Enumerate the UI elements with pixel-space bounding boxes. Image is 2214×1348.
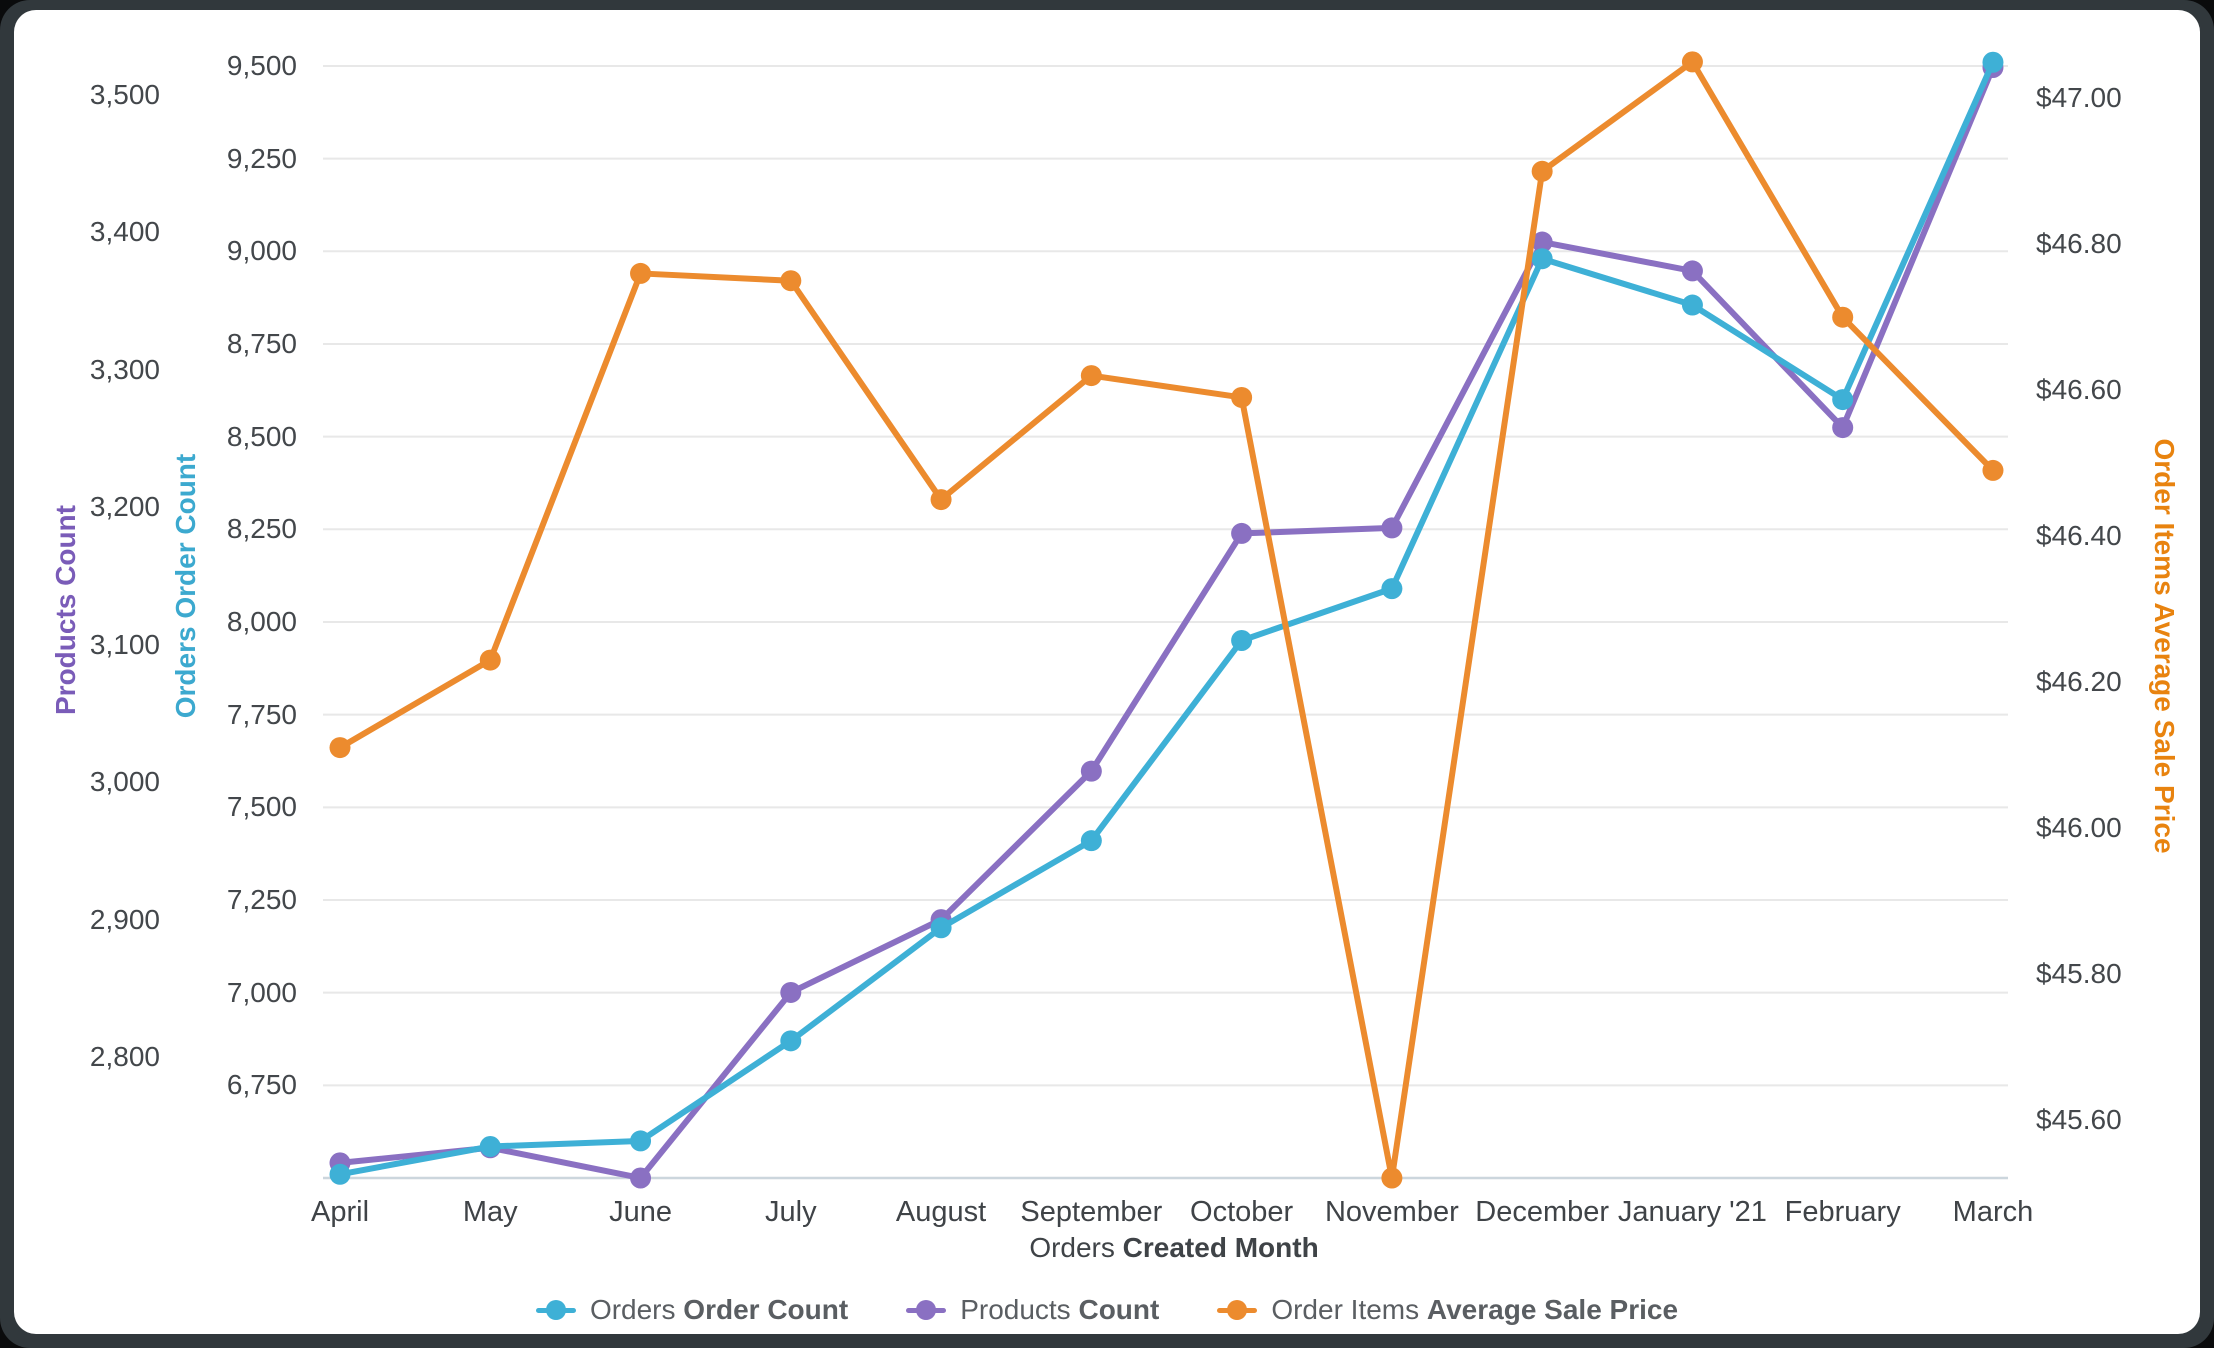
- orders-data-point-February[interactable]: [1832, 389, 1854, 411]
- line-chart-plot: [323, 51, 2008, 1189]
- price-data-point-September[interactable]: [1080, 365, 1102, 387]
- month-label-October: October: [1190, 1196, 1294, 1228]
- legend-label: Order Items Average Sale Price: [1271, 1294, 1679, 1325]
- products-tick-label: 3,500: [89, 78, 160, 110]
- x-axis-title-view: Orders: [1029, 1232, 1115, 1263]
- price-series-line: [337, 58, 1996, 1181]
- month-label-December: December: [1475, 1196, 1610, 1228]
- month-label-January '21: January '21: [1617, 1196, 1767, 1228]
- price-data-point-June[interactable]: [630, 262, 652, 284]
- month-label-April: April: [310, 1196, 370, 1228]
- orders-data-point-March[interactable]: [1982, 51, 2004, 73]
- price-data-point-April[interactable]: [329, 737, 351, 759]
- price-tick-label: $46.00: [2036, 811, 2122, 843]
- price-tick-label: $47.00: [2036, 82, 2122, 114]
- orders-data-point-October[interactable]: [1231, 630, 1253, 652]
- products-tick-label: 3,400: [89, 216, 160, 248]
- price-tick-label: $46.40: [2036, 520, 2122, 552]
- orders-legend-marker-icon: [535, 1300, 576, 1320]
- price-tick-label: $46.80: [2036, 228, 2122, 260]
- products-data-point-October[interactable]: [1231, 522, 1253, 544]
- orders-series-line: [337, 59, 1996, 1178]
- orders-data-point-July[interactable]: [780, 1030, 802, 1052]
- products-data-point-July[interactable]: [780, 981, 802, 1003]
- price-data-point-January '21[interactable]: [1681, 51, 1703, 73]
- legend-item-products[interactable]: Products Count: [906, 1294, 1159, 1326]
- products-series-line: [337, 64, 1996, 1181]
- orders-data-point-November[interactable]: [1381, 578, 1403, 600]
- orders-tick-label: 9,500: [226, 49, 297, 81]
- legend-item-price[interactable]: Order Items Average Sale Price: [1217, 1294, 1678, 1326]
- orders-tick-label: 9,000: [226, 235, 297, 267]
- price-legend-marker-icon: [1217, 1300, 1258, 1320]
- month-label-November: November: [1324, 1196, 1459, 1228]
- chart-legend: Orders Order Count Products Count Order It…: [14, 1294, 2200, 1326]
- products-tick-label: 3,200: [89, 491, 160, 523]
- x-axis-title-field: Created Month: [1122, 1232, 1319, 1263]
- orders-tick-label: 7,000: [226, 976, 297, 1008]
- products-data-point-June[interactable]: [630, 1167, 652, 1189]
- price-tick-label: $45.80: [2036, 957, 2122, 989]
- orders-tick-label: 7,500: [226, 791, 297, 823]
- products-tick-label: 3,300: [89, 353, 160, 385]
- chart-card: 2,800 2,900 3,000 3,100 3,200 3,300 3,400 3,500…: [14, 10, 2200, 1334]
- products-data-point-December[interactable]: [1531, 231, 1553, 253]
- month-label-May: May: [462, 1196, 518, 1228]
- products-tick-label: 2,900: [89, 903, 160, 935]
- price-data-point-May[interactable]: [479, 649, 501, 671]
- price-data-point-February[interactable]: [1832, 306, 1854, 328]
- price-tick-label: $46.20: [2036, 665, 2122, 697]
- orders-tick-label: 7,250: [226, 883, 297, 915]
- orders-tick-label: 9,250: [226, 142, 297, 174]
- orders-data-point-April[interactable]: [329, 1163, 351, 1185]
- price-tick-label: $46.60: [2036, 374, 2122, 406]
- legend-label: Products Count: [960, 1294, 1160, 1325]
- month-label-June: June: [609, 1196, 672, 1228]
- products-tick-label: 2,800: [89, 1041, 160, 1073]
- orders-data-point-June[interactable]: [630, 1130, 652, 1152]
- orders-tick-label: 8,250: [226, 513, 297, 545]
- orders-data-point-December[interactable]: [1531, 248, 1553, 270]
- chart-stage: 2,800 2,900 3,000 3,100 3,200 3,300 3,400 3,500…: [14, 10, 2200, 1334]
- orders-data-point-January '21[interactable]: [1681, 294, 1703, 316]
- products-tick-label: 3,000: [89, 766, 160, 798]
- orders-tick-label: 6,750: [226, 1069, 297, 1101]
- orders-tick-label: 7,750: [226, 698, 297, 730]
- orders-tick-label: 8,750: [226, 327, 297, 359]
- price-tick-label: $45.60: [2036, 1103, 2122, 1135]
- legend-label: Orders Order Count: [589, 1294, 849, 1325]
- price-data-point-December[interactable]: [1531, 160, 1553, 182]
- products-legend-marker-icon: [906, 1300, 947, 1320]
- orders-tick-label: 8,500: [226, 420, 297, 452]
- legend-item-orders[interactable]: Orders Order Count: [535, 1294, 849, 1326]
- products-data-point-February[interactable]: [1832, 417, 1854, 439]
- orders-tick-label: 8,000: [226, 605, 297, 637]
- products-data-point-January '21[interactable]: [1681, 260, 1703, 282]
- orders-data-point-May[interactable]: [479, 1135, 501, 1157]
- month-label-July: July: [765, 1196, 817, 1228]
- price-data-point-October[interactable]: [1231, 386, 1253, 408]
- products-data-point-September[interactable]: [1080, 760, 1102, 782]
- orders-data-point-September[interactable]: [1080, 830, 1102, 852]
- x-axis-title: Orders Created Month: [340, 1232, 2008, 1264]
- products-axis-title: Products Count: [50, 505, 81, 715]
- orders-data-point-August[interactable]: [930, 917, 952, 939]
- price-data-point-August[interactable]: [930, 489, 952, 511]
- price-axis-title: Order Items Average Sale Price: [2149, 438, 2180, 854]
- month-label-February: February: [1784, 1196, 1901, 1228]
- products-data-point-November[interactable]: [1381, 517, 1403, 539]
- month-label-August: August: [895, 1196, 987, 1228]
- month-label-March: March: [1952, 1196, 2034, 1228]
- price-data-point-November[interactable]: [1381, 1167, 1403, 1189]
- month-label-September: September: [1020, 1196, 1163, 1228]
- orders-axis-title: Orders Order Count: [170, 453, 201, 719]
- price-data-point-July[interactable]: [780, 270, 802, 292]
- price-data-point-March[interactable]: [1982, 459, 2004, 481]
- products-tick-label: 3,100: [89, 628, 160, 660]
